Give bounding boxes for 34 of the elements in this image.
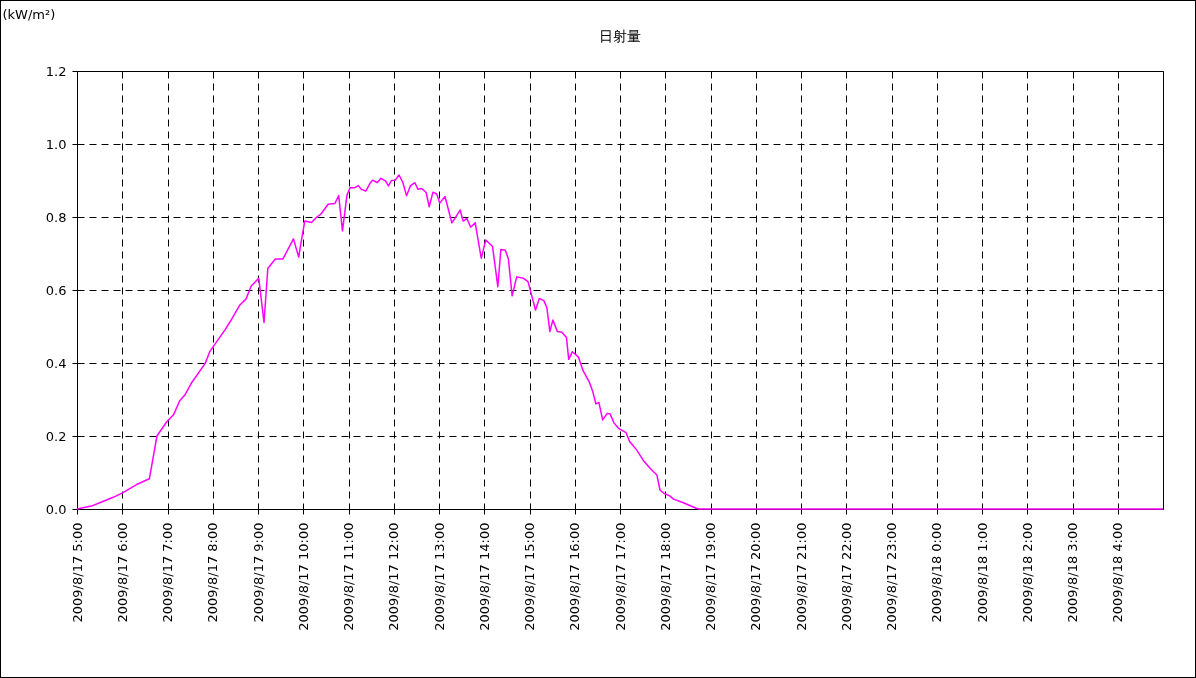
x-tick-label: 2009/8/17 18:00 [657,522,673,631]
x-tick-label: 2009/8/17 10:00 [295,522,311,631]
y-tick-label: 0.6 [45,282,67,298]
y-tick-label: 0.8 [45,209,67,225]
x-tick-label: 2009/8/17 5:00 [69,522,85,623]
x-tick-label: 2009/8/17 19:00 [703,522,718,631]
y-tick-label: 1.2 [45,63,67,79]
x-tick-label: 2009/8/17 11:00 [341,522,356,631]
y-tick-label: 0.2 [45,428,67,444]
x-tick-label: 2009/8/17 17:00 [612,522,628,631]
x-tick-label: 2009/8/17 9:00 [250,522,266,623]
y-tick-label: 1.0 [45,136,67,152]
x-tick-label: 2009/8/17 8:00 [205,522,221,623]
x-tick-label: 2009/8/17 15:00 [522,522,537,631]
x-tick-label: 2009/8/17 23:00 [884,522,899,631]
x-tick-label: 2009/8/17 14:00 [476,522,492,631]
line-series [76,174,1164,510]
x-tick-label: 2009/8/17 7:00 [160,522,175,623]
x-tick-label: 2009/8/18 3:00 [1065,522,1080,623]
y-axis-title: (kW/m²) [2,6,56,22]
x-tick-label: 2009/8/18 4:00 [1110,522,1126,623]
x-tick-label: 2009/8/17 21:00 [793,522,809,631]
x-tick-label: 2009/8/17 13:00 [431,522,447,631]
chart-title: 日射量 [599,28,641,44]
x-tick-label: 2009/8/17 6:00 [114,522,130,623]
x-tick-label: 2009/8/17 20:00 [748,522,764,631]
x-tick-label: 2009/8/17 16:00 [567,522,583,631]
x-tick-label: 2009/8/17 22:00 [838,522,854,631]
x-tick-label: 2009/8/18 0:00 [929,522,945,623]
x-tick-label: 2009/8/17 12:00 [386,522,402,631]
x-tick-label: 2009/8/18 2:00 [1019,522,1035,623]
y-tick-label: 0.4 [45,355,67,371]
x-tick-label: 2009/8/18 1:00 [974,522,990,623]
y-tick-label: 0.0 [45,501,67,517]
